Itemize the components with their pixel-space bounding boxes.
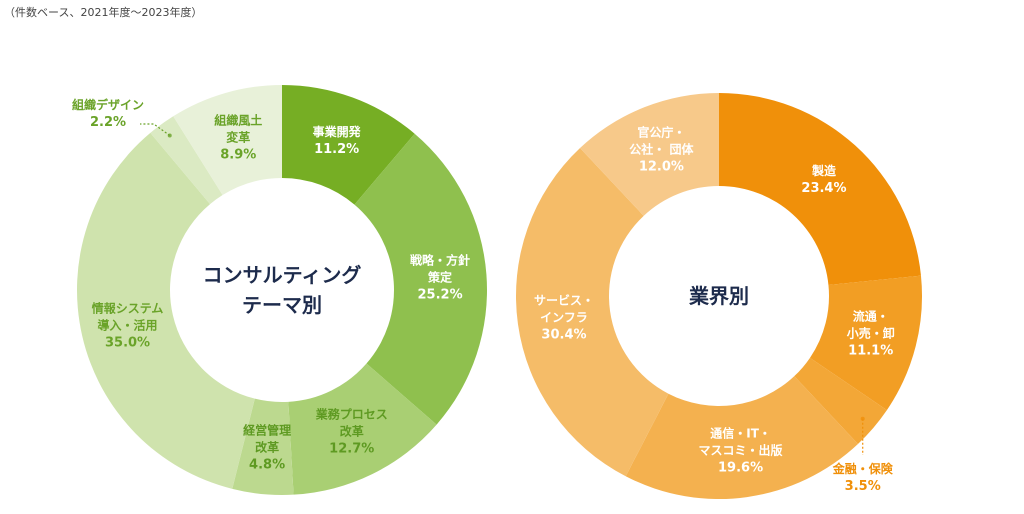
segment-label: 金融・保険 3.5% bbox=[833, 461, 893, 495]
segment-label: 情報システム 導入・活用 35.0% bbox=[92, 300, 164, 351]
segment-value: 3.5% bbox=[844, 479, 881, 494]
segment-name: 組織デザイン bbox=[71, 98, 145, 112]
segment-value: 2.2% bbox=[89, 115, 127, 130]
segment-value: 8.9% bbox=[220, 147, 257, 163]
segment-label: 官公庁・ 公社・ 団体 12.0% bbox=[629, 125, 693, 176]
chart-title: 業界別 bbox=[689, 284, 749, 308]
donut-segment bbox=[150, 116, 223, 205]
segment-name: 官公庁・ 公社・ 団体 bbox=[629, 125, 694, 157]
segment-label: 流通・ 小売・卸 11.1% bbox=[847, 309, 895, 360]
segment-value: 12.0% bbox=[638, 159, 684, 175]
segment-value: 4.8% bbox=[249, 457, 286, 473]
note: （件数ベース、2021年度～2023年度） bbox=[4, 6, 203, 19]
segment-name: 情報システム 導入・活用 bbox=[91, 301, 164, 333]
donut-segment bbox=[173, 85, 282, 196]
donut-segment bbox=[625, 376, 858, 499]
segment-name: 事業開発 bbox=[312, 125, 361, 140]
segment-label: 通信・IT・ マスコミ・出版 19.6% bbox=[699, 426, 783, 477]
segment-name: 組織風土 変革 bbox=[214, 113, 263, 145]
donut-segment bbox=[282, 85, 415, 205]
segment-value: 19.6% bbox=[718, 460, 764, 476]
segment-label: 組織デザイン 2.2% bbox=[72, 97, 144, 131]
segment-value: 11.2% bbox=[314, 142, 360, 158]
chart-title: コンサルティング テーマ別 bbox=[202, 263, 362, 317]
donut-segment bbox=[515, 148, 669, 477]
segment-name: サービス・ インフラ bbox=[533, 293, 594, 325]
segment-value: 30.4% bbox=[541, 327, 587, 343]
segment-name: 業務プロセス 改革 bbox=[315, 407, 388, 439]
donut-segment bbox=[580, 93, 719, 216]
segment-name: 経営管理 改革 bbox=[243, 423, 292, 455]
donut-segment bbox=[232, 398, 294, 496]
segment-value: 23.4% bbox=[801, 180, 847, 196]
segment-value: 11.1% bbox=[848, 343, 894, 359]
donut-segment bbox=[794, 357, 887, 444]
segment-label: 経営管理 改革 4.8% bbox=[243, 422, 291, 473]
segment-value: 35.0% bbox=[104, 335, 151, 351]
segment-name: 製造 bbox=[811, 163, 836, 178]
segment-label: サービス・ インフラ 30.4% bbox=[534, 292, 594, 343]
donut-segment bbox=[719, 93, 921, 285]
segment-label: 業務プロセス 改革 12.7% bbox=[316, 407, 388, 458]
donut-segment bbox=[809, 275, 922, 411]
segment-value: 25.2% bbox=[417, 287, 463, 303]
donut-segment bbox=[354, 133, 488, 425]
segment-label: 事業開発 11.2% bbox=[313, 124, 361, 158]
segment-name: 金融・保険 bbox=[832, 462, 893, 476]
segment-name: 流通・ 小売・卸 bbox=[846, 309, 895, 341]
segment-label: 組織風土 変革 8.9% bbox=[214, 112, 262, 163]
segment-value: 12.7% bbox=[329, 441, 375, 457]
segment-label: 製造 23.4% bbox=[801, 163, 846, 197]
segment-name: 通信・IT・ マスコミ・出版 bbox=[698, 426, 783, 458]
donut-segment bbox=[288, 363, 437, 495]
segment-name: 戦略・方針 策定 bbox=[410, 253, 471, 285]
leader-line bbox=[140, 123, 171, 136]
donut-segment bbox=[77, 132, 255, 489]
segment-label: 戦略・方針 策定 25.2% bbox=[410, 253, 470, 304]
